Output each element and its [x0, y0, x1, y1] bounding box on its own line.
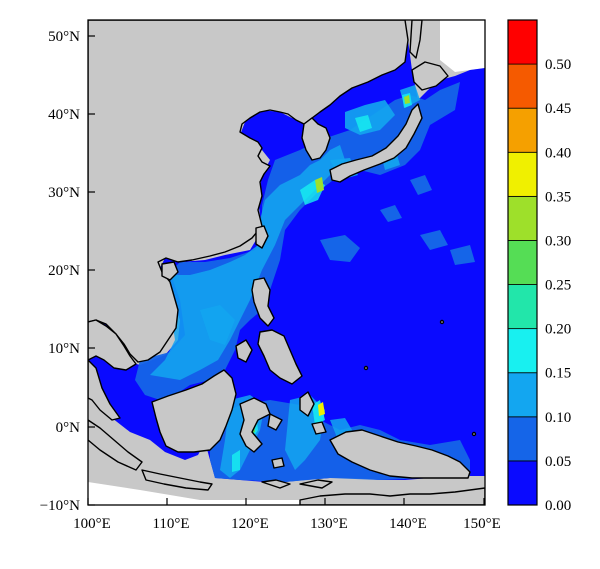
colorbar-label: 0.25	[545, 278, 571, 294]
map-panel	[88, 20, 485, 505]
colorbar: 0.00 0.05 0.10 0.15 0.20 0.25 0.30 0.35 0.40 0.45…	[507, 19, 571, 514]
colorbar-label: 0.05	[545, 454, 571, 470]
colorbar-bin	[507, 19, 538, 65]
x-tick-label: 120°E	[231, 516, 269, 532]
coastlines	[88, 20, 485, 505]
colorbar-label: 0.10	[545, 410, 571, 426]
map-frame	[87, 19, 486, 506]
colorbar-labels: 0.00 0.05 0.10 0.15 0.20 0.25 0.30 0.35 0.40 0.45…	[545, 57, 571, 514]
colorbar-bin	[507, 195, 538, 241]
x-tick-label: 140°E	[389, 516, 427, 532]
y-ticks	[88, 35, 95, 506]
colorbar-label: 0.45	[545, 101, 571, 117]
y-tick-labels: 50°N 40°N 30°N 20°N 10°N 0°N −10°N	[40, 29, 80, 514]
colorbar-bin	[507, 328, 538, 374]
colorbar-label: 0.20	[545, 322, 571, 338]
y-tick-label: 40°N	[48, 107, 80, 123]
colorbar-bin	[507, 63, 538, 109]
x-tick-label: 150°E	[463, 516, 501, 532]
colorbar-bins	[507, 19, 538, 506]
y-tick-label: 10°N	[48, 341, 80, 357]
colorbar-label: 0.50	[545, 57, 571, 73]
colorbar-label: 0.35	[545, 189, 571, 205]
y-tick-label: −10°N	[40, 498, 80, 514]
colorbar-label: 0.30	[545, 233, 571, 249]
y-tick-label: 0°N	[56, 420, 80, 436]
colorbar-label: 0.40	[545, 145, 571, 161]
x-tick-label: 130°E	[310, 516, 348, 532]
colorbar-label: 0.00	[545, 498, 571, 514]
white-nodata-ne	[440, 20, 485, 72]
y-tick-label: 50°N	[48, 29, 80, 45]
x-ticks	[87, 498, 485, 505]
colorbar-bin	[507, 151, 538, 197]
colorbar-bin	[507, 460, 538, 506]
colorbar-bin	[507, 416, 538, 462]
x-tick-label: 100°E	[73, 516, 111, 532]
x-tick-labels: 100°E 110°E 120°E 130°E 140°E 150°E	[73, 516, 501, 532]
colorbar-bin	[507, 240, 538, 285]
colorbar-label: 0.15	[545, 366, 571, 382]
colorbar-bin	[507, 372, 538, 418]
colorbar-bin	[507, 107, 538, 153]
colorbar-frame	[507, 19, 538, 506]
y-tick-label: 30°N	[48, 185, 80, 201]
white-nodata-south	[88, 482, 300, 505]
y-tick-label: 20°N	[48, 263, 80, 279]
colorbar-bin	[507, 284, 538, 330]
x-tick-label: 110°E	[152, 516, 189, 532]
